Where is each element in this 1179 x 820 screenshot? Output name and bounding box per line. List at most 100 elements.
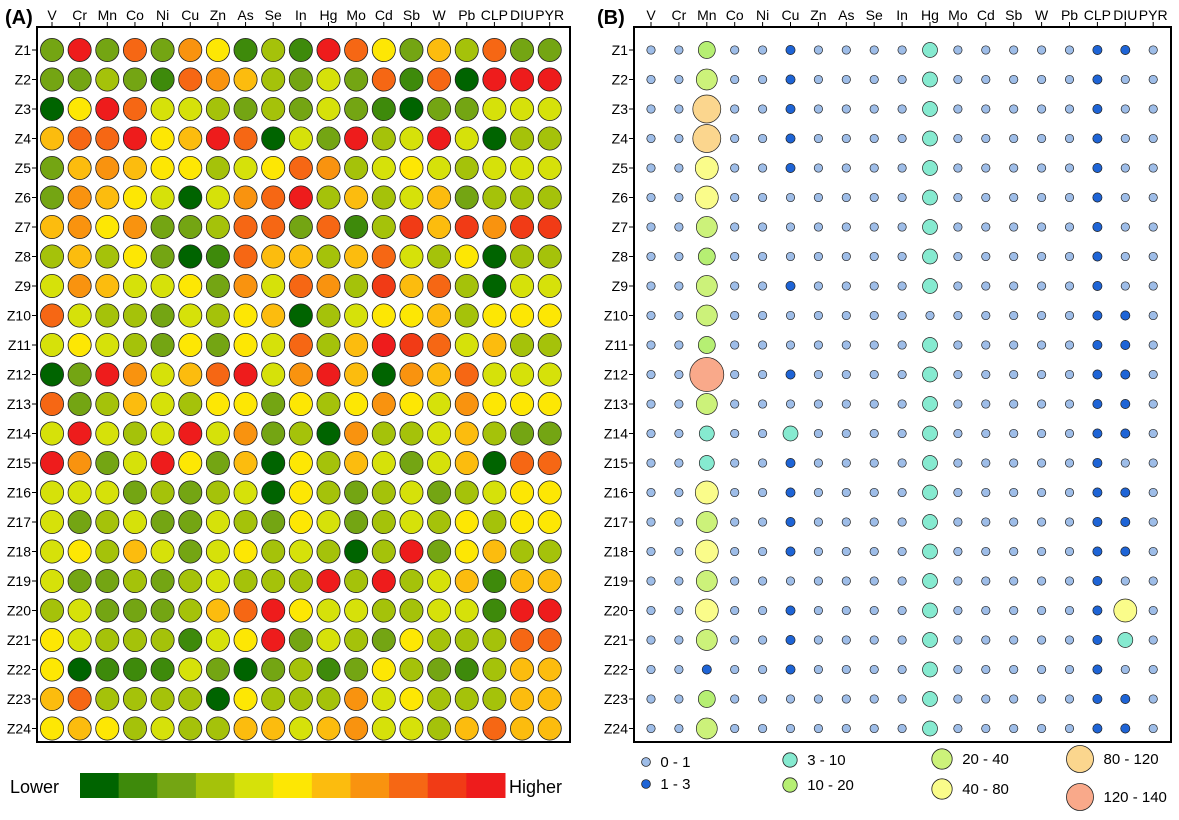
panel-b-bubble	[1037, 222, 1047, 232]
panel-b-bubble	[1092, 694, 1103, 704]
panel-b-bubble	[674, 694, 684, 704]
panel-b-bubble	[785, 399, 796, 409]
panel-a-row-label: Z15	[7, 455, 31, 471]
panel-b-bubble	[869, 458, 879, 468]
panel-a-cell	[482, 67, 507, 92]
panel-b-bubble	[674, 251, 684, 262]
panel-b-bubble	[730, 428, 740, 439]
panel-a-cell	[178, 126, 203, 151]
panel-b-bubble	[758, 369, 768, 380]
panel-a-cell	[482, 450, 507, 475]
panel-a-cell	[482, 480, 507, 505]
panel-a-cell	[205, 569, 230, 594]
panel-b-bubble	[1009, 192, 1019, 203]
panel-b-bubble	[981, 104, 991, 114]
panel-b-bubble	[698, 425, 715, 442]
panel-a-cell	[316, 362, 341, 387]
panel-a-cell	[344, 539, 369, 564]
panel-a-cell	[150, 421, 175, 446]
panel-b-bubble	[782, 425, 799, 442]
panel-a-cell	[344, 569, 369, 594]
panel-a-cell	[122, 362, 147, 387]
panel-b-bubble	[674, 605, 684, 616]
panel-a-cell	[205, 97, 230, 122]
panel-b-bubble	[981, 133, 991, 144]
panel-a-cell	[537, 569, 562, 594]
panel-b-bubble	[1064, 104, 1075, 114]
panel-a-cell	[122, 126, 147, 151]
panel-b-bubble	[1148, 251, 1158, 262]
panel-b-bubble	[1009, 428, 1019, 439]
panel-b-bubble	[1092, 104, 1103, 114]
panel-b-bubble	[953, 310, 963, 321]
panel-a-cell	[261, 569, 286, 594]
panel-b-bubble	[813, 428, 823, 439]
panel-a-cell	[288, 126, 313, 151]
panel-b-bubble	[758, 664, 768, 675]
panel-a-row-label: Z13	[7, 396, 31, 412]
panel-b-bubble	[785, 45, 796, 55]
panel-a-cell	[454, 244, 479, 269]
panel-a-cell	[510, 214, 535, 239]
panel-b-bubble	[869, 635, 879, 645]
panel-b-bubble	[1120, 281, 1130, 291]
panel-b-bubble	[646, 310, 656, 321]
panel-a-cell	[40, 185, 65, 210]
panel-b-bubble	[646, 133, 656, 144]
panel-b-bubble	[1037, 399, 1047, 409]
panel-b-bubble	[730, 369, 740, 380]
panel-b-bubble	[1009, 487, 1019, 498]
panel-a-cell	[150, 126, 175, 151]
panel-b-bubble	[813, 340, 823, 350]
panel-a-cell	[454, 332, 479, 357]
panel-b-bubble	[1092, 369, 1103, 380]
panel-a-cell	[454, 214, 479, 239]
panel-a-cell	[537, 598, 562, 623]
panel-b-bubble	[1092, 340, 1103, 350]
panel-a-cell	[510, 67, 535, 92]
panel-b-bubble	[1037, 605, 1047, 616]
panel-a-cell	[40, 421, 65, 446]
panel-b-bubble	[694, 156, 719, 180]
panel-b-bubble	[1037, 576, 1047, 586]
panel-b-bubble	[1120, 487, 1131, 498]
panel-b-bubble	[730, 251, 740, 262]
panel-a-cell	[482, 332, 507, 357]
panel-b-bubble	[813, 222, 823, 232]
panel-b-bubble	[646, 369, 656, 380]
panel-b-bubble	[869, 104, 879, 114]
panel-b-row-label: Z10	[604, 308, 628, 324]
panel-a-cell	[427, 539, 452, 564]
panel-b-bubble	[694, 539, 719, 564]
panel-b-bubble	[1009, 458, 1019, 468]
panel-a-cell	[95, 126, 120, 151]
panel-a-cell	[288, 539, 313, 564]
panel-b-bubble	[758, 487, 768, 498]
panel-a-row-label: Z5	[15, 160, 32, 176]
panel-b-bubble	[1092, 605, 1103, 616]
panel-b-bubble	[1148, 576, 1158, 586]
panel-a-cell	[67, 97, 92, 122]
panel-a-cell	[454, 97, 479, 122]
panel-b-row-label: Z13	[604, 396, 628, 412]
panel-a-cell	[233, 569, 258, 594]
panel-a-cell	[178, 716, 203, 741]
panel-a-cell	[510, 569, 535, 594]
panel-a-cell	[122, 391, 147, 416]
panel-b-bubble	[674, 222, 684, 232]
panel-a-cell	[482, 214, 507, 239]
panel-a-cell	[371, 97, 396, 122]
panel-a-cell	[482, 628, 507, 653]
panel-a-cell	[288, 598, 313, 623]
panel-b-bubble	[646, 45, 656, 55]
panel-b-bubble	[841, 546, 851, 557]
panel-b-bubble	[1092, 428, 1103, 439]
panel-b-bubble	[1120, 192, 1130, 203]
panel-a-cell	[537, 480, 562, 505]
panel-b-bubble	[646, 517, 656, 527]
panel-a-cell	[205, 450, 230, 475]
panel-a-cell	[205, 391, 230, 416]
panel-b-bubble	[922, 484, 938, 501]
panel-a-cell	[67, 569, 92, 594]
